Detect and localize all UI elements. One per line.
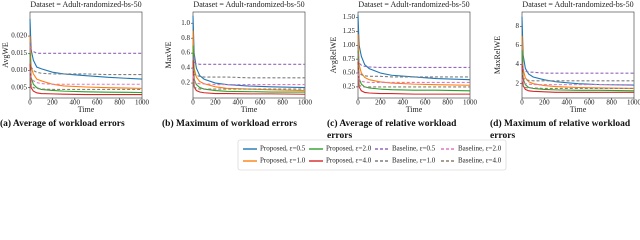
series-line <box>192 56 305 65</box>
series-line <box>521 78 634 86</box>
series-line <box>357 53 470 69</box>
x-tick-label: 0 <box>191 99 195 107</box>
x-tick-label: 400 <box>70 99 81 107</box>
series-line <box>521 64 634 93</box>
y-axis-label: AvgRelWE <box>329 37 338 74</box>
chart-title: Dataset = Adult-randomized-bs-50 <box>522 0 633 9</box>
y-tick-label: 2 <box>516 79 520 87</box>
series-line <box>357 79 470 88</box>
x-tick-label: 0 <box>356 99 360 107</box>
x-tick-label: 800 <box>606 99 617 107</box>
x-tick-label: 600 <box>420 99 431 107</box>
series-line <box>521 72 634 82</box>
caption: (d) Maximum of relative workload errors <box>490 119 631 141</box>
figure: Dataset = Adult-randomized-bs-50 Time AvgW… <box>0 0 640 171</box>
y-tick-label: 1.0 <box>181 19 190 27</box>
x-tick-label: 800 <box>442 99 453 107</box>
x-axis-label: Time <box>570 105 587 114</box>
x-tick-label: 1000 <box>135 99 150 107</box>
series-line <box>357 14 471 81</box>
legend-label: Baseline, ε=1.0 <box>392 157 436 165</box>
y-tick-label: 0.75 <box>343 55 356 63</box>
legend-label: Proposed, ε=1.0 <box>260 157 306 165</box>
plot-area <box>29 11 143 99</box>
series-line <box>357 34 471 86</box>
series-line <box>192 15 306 89</box>
x-axis-label: Time <box>406 105 423 114</box>
y-tick-label: 0.25 <box>343 83 356 91</box>
chart-title: Dataset = Adult-randomized-bs-50 <box>193 0 304 9</box>
y-tick-label: 0.50 <box>343 69 356 77</box>
series-line <box>192 81 305 90</box>
x-tick-label: 400 <box>562 99 573 107</box>
y-axis-label: AvgWE <box>1 42 10 68</box>
series-line <box>29 56 142 76</box>
x-tick-label: 800 <box>114 99 125 107</box>
y-tick-label: 4 <box>516 60 520 68</box>
series-line <box>357 64 470 78</box>
series-line <box>29 18 143 80</box>
x-tick-label: 200 <box>47 99 58 107</box>
x-tick-label: 200 <box>375 99 386 107</box>
x-tick-label: 1000 <box>627 99 640 107</box>
y-tick-label: 1.50 <box>343 13 356 21</box>
series-line <box>357 61 470 95</box>
y-tick-label: 0.6 <box>181 49 190 57</box>
caption: (b) Maximum of workload errors <box>162 119 297 129</box>
series-line <box>29 53 143 94</box>
x-axis-label: Time <box>78 105 95 114</box>
y-tick-label: 1.00 <box>343 41 356 49</box>
legend-label: Baseline, ε=2.0 <box>458 145 502 153</box>
caption: (c) Average of relative workload errors <box>327 119 457 141</box>
y-tick-label: 0.020 <box>11 32 27 40</box>
legend-box <box>237 139 507 171</box>
x-tick-label: 600 <box>92 99 103 107</box>
legend-label: Proposed, ε=2.0 <box>326 145 372 153</box>
legend-label: Proposed, ε=0.5 <box>260 145 306 153</box>
legend-label: Baseline, ε=0.5 <box>392 145 436 153</box>
x-tick-label: 1000 <box>463 99 478 107</box>
x-tick-label: 800 <box>277 99 288 107</box>
chart-title: Dataset = Adult-randomized-bs-50 <box>358 0 469 9</box>
chart-title: Dataset = Adult-randomized-bs-50 <box>30 0 141 9</box>
y-tick-label: 0.010 <box>11 66 27 74</box>
x-tick-label: 1000 <box>298 99 313 107</box>
chart: Dataset = Adult-randomized-bs-50 Time AvgW… <box>1 0 640 171</box>
y-tick-label: 6 <box>516 41 520 49</box>
y-tick-label: 8 <box>516 22 520 30</box>
series-line <box>192 75 305 86</box>
y-tick-label: 1.25 <box>343 27 356 35</box>
series-line <box>29 77 142 90</box>
y-tick-label: 0.4 <box>181 64 190 72</box>
x-tick-label: 200 <box>210 99 221 107</box>
series-line <box>521 35 635 89</box>
series-line <box>29 70 142 85</box>
x-tick-label: 0 <box>520 99 524 107</box>
y-axis-label: MaxRelWE <box>493 36 502 74</box>
x-axis-label: Time <box>241 105 258 114</box>
legend-label: Baseline, ε=4.0 <box>458 157 502 165</box>
y-tick-label: 0.8 <box>181 34 190 42</box>
series-line <box>192 60 306 95</box>
x-tick-label: 600 <box>584 99 595 107</box>
y-axis-label: MaxWE <box>164 41 173 68</box>
x-tick-label: 0 <box>28 99 32 107</box>
caption: (a) Average of workload errors <box>0 119 125 129</box>
y-tick-label: 0.2 <box>181 79 190 87</box>
series-line <box>357 50 471 92</box>
x-tick-label: 400 <box>233 99 244 107</box>
plot-area <box>192 11 306 99</box>
series-line <box>29 36 143 89</box>
x-tick-label: 200 <box>539 99 550 107</box>
y-tick-label: 0.005 <box>11 83 27 91</box>
x-tick-label: 400 <box>398 99 409 107</box>
y-tick-label: 0.015 <box>11 49 27 57</box>
series-line <box>192 67 305 79</box>
series-line <box>521 50 635 92</box>
x-tick-label: 600 <box>255 99 266 107</box>
legend-label: Proposed, ε=4.0 <box>326 157 372 165</box>
series-line <box>29 63 142 96</box>
